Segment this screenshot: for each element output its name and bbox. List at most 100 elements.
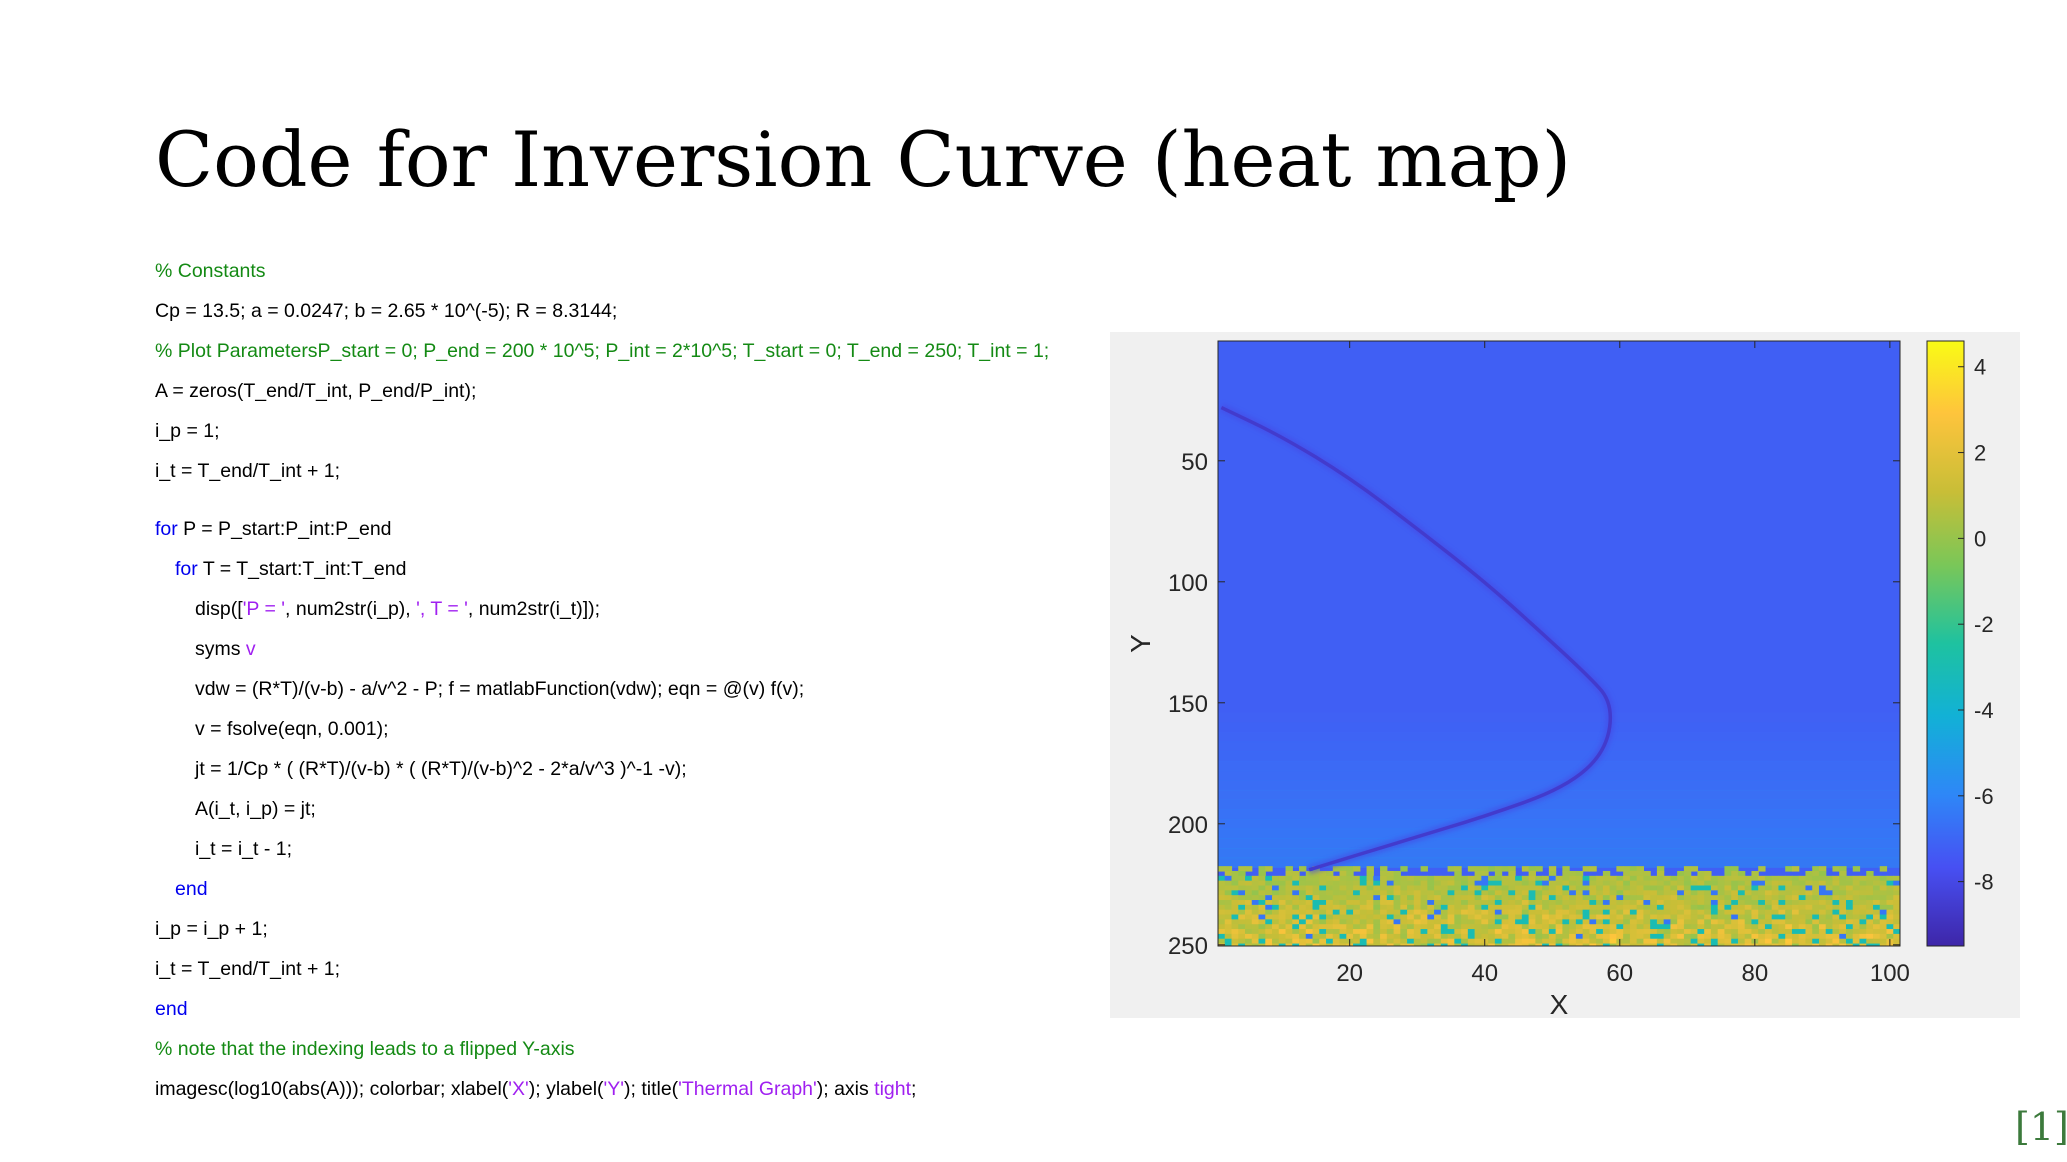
heatmap-cell bbox=[1319, 929, 1327, 935]
heatmap-gradient-row bbox=[1218, 751, 1900, 762]
heatmap-cell bbox=[1413, 880, 1422, 887]
heatmap-cell bbox=[1609, 904, 1617, 911]
heatmap-cell bbox=[1845, 919, 1854, 925]
heatmap-cell bbox=[1839, 924, 1847, 930]
heatmap-cell bbox=[1231, 919, 1239, 925]
heatmap-cell bbox=[1697, 924, 1705, 930]
heatmap-cell bbox=[1650, 880, 1658, 887]
heatmap-cell bbox=[1535, 933, 1543, 940]
heatmap-cell bbox=[1440, 924, 1449, 930]
heatmap-cell bbox=[1798, 875, 1807, 882]
heatmap-cell bbox=[1488, 895, 1496, 901]
heatmap-cell bbox=[1299, 895, 1307, 901]
heatmap-cell bbox=[1548, 924, 1557, 930]
heatmap-plot-area bbox=[1218, 341, 1900, 946]
heatmap-cell bbox=[1778, 900, 1786, 906]
heatmap-cell bbox=[1272, 885, 1280, 891]
heatmap-cell bbox=[1879, 943, 1888, 946]
heatmap-cell bbox=[1292, 875, 1300, 882]
heatmap-cell bbox=[1893, 900, 1900, 906]
heatmap-cell bbox=[1791, 933, 1800, 940]
heatmap-cell bbox=[1663, 909, 1672, 916]
heatmap-cell bbox=[1663, 929, 1672, 935]
heatmap-cell bbox=[1562, 924, 1570, 930]
heatmap-cell bbox=[1245, 890, 1253, 896]
heatmap-cell bbox=[1818, 909, 1827, 916]
heatmap-cell bbox=[1285, 875, 1293, 882]
heatmap-cell bbox=[1548, 870, 1557, 877]
heatmap-cell bbox=[1434, 924, 1442, 930]
heatmap-cell bbox=[1785, 933, 1793, 940]
heatmap-cell bbox=[1616, 919, 1624, 925]
heatmap-cell bbox=[1798, 924, 1807, 930]
heatmap-cell bbox=[1832, 866, 1840, 872]
heatmap-cell bbox=[1245, 924, 1253, 930]
heatmap-cell bbox=[1258, 895, 1266, 901]
heatmap-cell bbox=[1494, 870, 1503, 877]
heatmap-cell bbox=[1616, 890, 1624, 896]
heatmap-cell bbox=[1656, 890, 1665, 896]
heatmap-cell bbox=[1839, 904, 1847, 911]
heatmap-cell bbox=[1737, 900, 1746, 906]
heatmap-cell bbox=[1251, 875, 1260, 882]
heatmap-cell bbox=[1353, 866, 1361, 872]
heatmap-cell bbox=[1623, 885, 1631, 891]
heatmap-cell bbox=[1292, 914, 1300, 920]
heatmap-cell bbox=[1494, 929, 1503, 935]
heatmap-cell bbox=[1825, 885, 1834, 891]
heatmap-cell bbox=[1602, 875, 1611, 882]
heatmap-cell bbox=[1879, 909, 1888, 916]
heatmap-cell bbox=[1744, 875, 1753, 882]
heatmap-cell bbox=[1710, 909, 1719, 916]
heatmap-cell bbox=[1704, 904, 1712, 911]
heatmap-cell bbox=[1778, 890, 1786, 896]
heatmap-cell bbox=[1812, 938, 1820, 945]
heatmap-cell bbox=[1393, 909, 1401, 916]
heatmap-cell bbox=[1413, 924, 1422, 930]
heatmap-cell bbox=[1434, 919, 1442, 925]
heatmap-cell bbox=[1420, 919, 1428, 925]
heatmap-cell bbox=[1737, 938, 1746, 945]
heatmap-cell bbox=[1285, 904, 1293, 911]
heatmap-cell bbox=[1494, 866, 1503, 872]
heatmap-cell bbox=[1690, 904, 1699, 911]
heatmap-cell bbox=[1332, 880, 1341, 887]
heatmap-cell bbox=[1872, 929, 1881, 935]
heatmap-cell bbox=[1346, 895, 1354, 901]
heatmap-cell bbox=[1832, 933, 1840, 940]
heatmap-cell bbox=[1258, 904, 1266, 911]
heatmap-cell bbox=[1569, 880, 1577, 887]
heatmap-cell bbox=[1346, 866, 1354, 872]
heatmap-cell bbox=[1690, 880, 1699, 887]
heatmap-cell bbox=[1724, 943, 1732, 946]
heatmap-cell bbox=[1555, 933, 1563, 940]
heatmap-cell bbox=[1258, 943, 1266, 946]
heatmap-cell bbox=[1758, 900, 1766, 906]
heatmap-cell bbox=[1737, 895, 1746, 901]
heatmap-cell bbox=[1278, 929, 1287, 935]
code-token: A(i_t, i_p) = jt; bbox=[195, 798, 316, 820]
heatmap-cell bbox=[1542, 938, 1550, 945]
heatmap-cell bbox=[1690, 866, 1699, 872]
heatmap-cell bbox=[1893, 880, 1900, 887]
heatmap-cell bbox=[1332, 938, 1341, 945]
heatmap-cell bbox=[1683, 914, 1692, 920]
heatmap-cell bbox=[1292, 900, 1300, 906]
heatmap-cell bbox=[1751, 880, 1759, 887]
heatmap-cell bbox=[1859, 885, 1867, 891]
heatmap-cell bbox=[1332, 924, 1341, 930]
heatmap-cell bbox=[1845, 909, 1854, 916]
heatmap-cell bbox=[1373, 875, 1381, 882]
heatmap-cell bbox=[1467, 914, 1476, 920]
heatmap-cell bbox=[1386, 875, 1395, 882]
heatmap-cell bbox=[1420, 933, 1428, 940]
heatmap-cell bbox=[1373, 919, 1381, 925]
heatmap-cell bbox=[1218, 938, 1226, 945]
heatmap-cell bbox=[1859, 875, 1867, 882]
heatmap-cell bbox=[1447, 943, 1455, 946]
heatmap-cell bbox=[1812, 885, 1820, 891]
heatmap-cell bbox=[1758, 880, 1766, 887]
heatmap-cell bbox=[1562, 875, 1570, 882]
heatmap-cell bbox=[1238, 929, 1246, 935]
